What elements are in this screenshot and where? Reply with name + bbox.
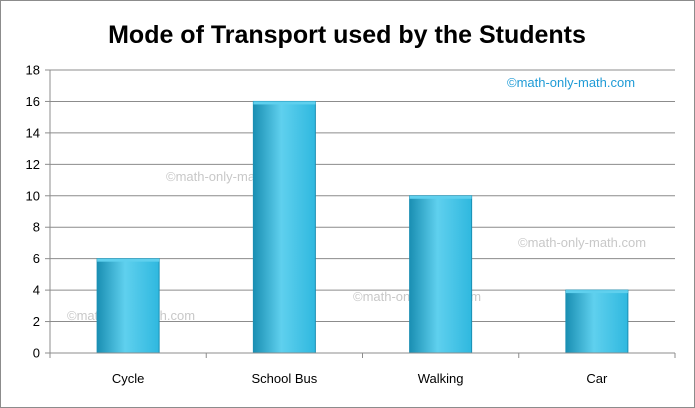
y-tick-label: 18 — [26, 63, 40, 78]
bar-car — [565, 289, 629, 354]
y-tick-label: 0 — [33, 346, 40, 361]
chart-title: Mode of Transport used by the Students — [108, 21, 586, 49]
bar-school-bus — [252, 100, 316, 354]
bar-top-highlight — [565, 290, 628, 294]
y-tick-label: 10 — [26, 188, 40, 203]
y-tick-label: 12 — [26, 157, 40, 172]
y-tick-label: 14 — [26, 125, 40, 140]
bar-top-highlight — [253, 101, 316, 105]
x-axis-ticks: Cycle School Bus Walking Car — [49, 353, 676, 386]
watermark: ©math-only-math.com — [518, 235, 646, 250]
x-tick-label: Car — [586, 371, 608, 386]
x-tick-label: Walking — [418, 371, 464, 386]
bars — [96, 100, 629, 354]
bar-top-highlight — [409, 195, 472, 199]
watermark: ©math-only-math.com — [507, 75, 635, 90]
y-tick-label: 4 — [33, 283, 40, 298]
y-tick-label: 8 — [33, 220, 40, 235]
x-tick-label: School Bus — [251, 371, 317, 386]
y-axis-ticks: 0 2 4 6 8 10 12 14 16 18 — [26, 63, 50, 361]
bar-cycle — [96, 258, 160, 354]
y-tick-label: 2 — [33, 314, 40, 329]
bar-top-highlight — [97, 258, 160, 262]
x-tick-label: Cycle — [112, 371, 145, 386]
y-tick-label: 6 — [33, 251, 40, 266]
bar-walking — [409, 195, 473, 354]
y-tick-label: 16 — [26, 94, 40, 109]
